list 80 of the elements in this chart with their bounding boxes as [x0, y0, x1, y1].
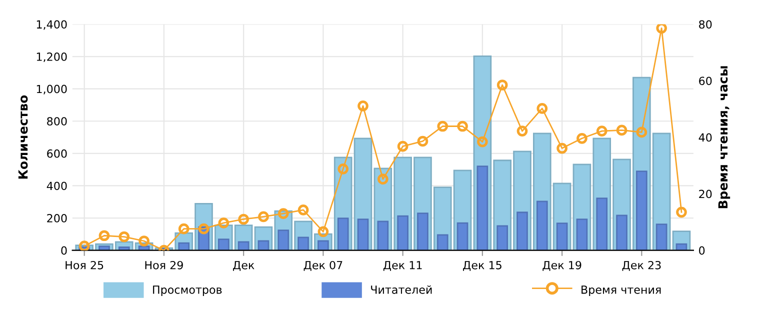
x-tick-label: Дек 07	[304, 260, 342, 271]
point	[397, 140, 408, 152]
bar	[357, 218, 369, 250]
y-tick-label: 0	[61, 246, 67, 255]
point	[676, 206, 687, 218]
point	[338, 164, 349, 174]
x-tick-label: Дек 19	[542, 260, 582, 271]
bar	[516, 212, 528, 250]
x-tick-label: Дек	[233, 261, 254, 271]
point	[576, 132, 588, 144]
point	[98, 230, 110, 242]
x-tick-label: Дек 15	[463, 261, 502, 271]
bar	[596, 198, 608, 250]
point	[358, 100, 368, 112]
y2-tick-label: 0	[699, 246, 705, 255]
y2-axis-title: Время чтения, часы	[718, 66, 730, 208]
point	[616, 124, 628, 136]
point	[118, 231, 130, 242]
bar	[298, 236, 309, 250]
point	[218, 217, 230, 228]
bar	[238, 241, 250, 250]
bar	[397, 215, 408, 250]
point	[556, 142, 568, 154]
point	[636, 126, 648, 138]
legend-label: Время чтения	[582, 286, 661, 296]
y-tick-label: 1,000	[36, 84, 67, 94]
bar	[278, 230, 290, 250]
y-axis-title: Количество	[18, 95, 28, 179]
point	[516, 126, 528, 136]
y-tick-label: 800	[47, 117, 67, 126]
point	[477, 136, 488, 148]
bar	[178, 242, 190, 250]
point	[417, 136, 428, 147]
bar	[436, 234, 448, 250]
y-tick-label: 600	[47, 149, 67, 158]
y2-tick-label: 40	[698, 133, 712, 142]
point	[258, 211, 269, 222]
bar	[636, 170, 648, 250]
point	[437, 120, 448, 132]
bar	[377, 220, 389, 250]
bar	[258, 240, 270, 250]
point	[536, 103, 548, 114]
bar	[536, 200, 548, 250]
point	[138, 236, 150, 246]
bar	[417, 212, 428, 250]
y2-tick-label: 80	[699, 20, 712, 29]
bar	[616, 214, 628, 250]
legend-label: Читателей	[371, 285, 432, 294]
bar	[676, 243, 688, 250]
y-tick-label: 400	[46, 182, 67, 190]
point	[596, 126, 608, 136]
point	[496, 80, 508, 90]
x-tick-label: Дек 23	[622, 260, 661, 271]
point	[377, 174, 388, 185]
bar	[556, 222, 568, 250]
point	[78, 240, 90, 250]
point	[457, 120, 468, 132]
point	[298, 204, 309, 216]
point	[318, 226, 329, 238]
bar	[496, 225, 508, 250]
point	[656, 24, 667, 34]
y-tick-label: 1,200	[36, 52, 67, 62]
bar	[218, 238, 230, 250]
y-tick-label: 200	[47, 214, 67, 222]
point	[278, 208, 289, 219]
y2-tick-label: 60	[699, 76, 712, 86]
x-tick-label: Дек 11	[383, 261, 422, 271]
bar	[476, 166, 488, 250]
bar	[337, 218, 349, 250]
bar	[576, 218, 588, 250]
point	[238, 214, 249, 225]
point	[178, 223, 190, 234]
y2-tick-label: 20	[699, 190, 712, 198]
y-tick-label: 1,400	[36, 20, 67, 30]
bar	[656, 224, 668, 250]
point	[198, 223, 210, 234]
bar	[456, 222, 468, 250]
legend-label: Просмотров	[153, 286, 222, 296]
x-tick-label: Ноя 25	[66, 260, 104, 270]
x-tick-label: Ноя 29	[145, 260, 183, 270]
